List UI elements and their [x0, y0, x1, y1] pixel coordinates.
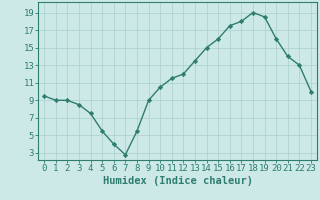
X-axis label: Humidex (Indice chaleur): Humidex (Indice chaleur)	[103, 176, 252, 186]
